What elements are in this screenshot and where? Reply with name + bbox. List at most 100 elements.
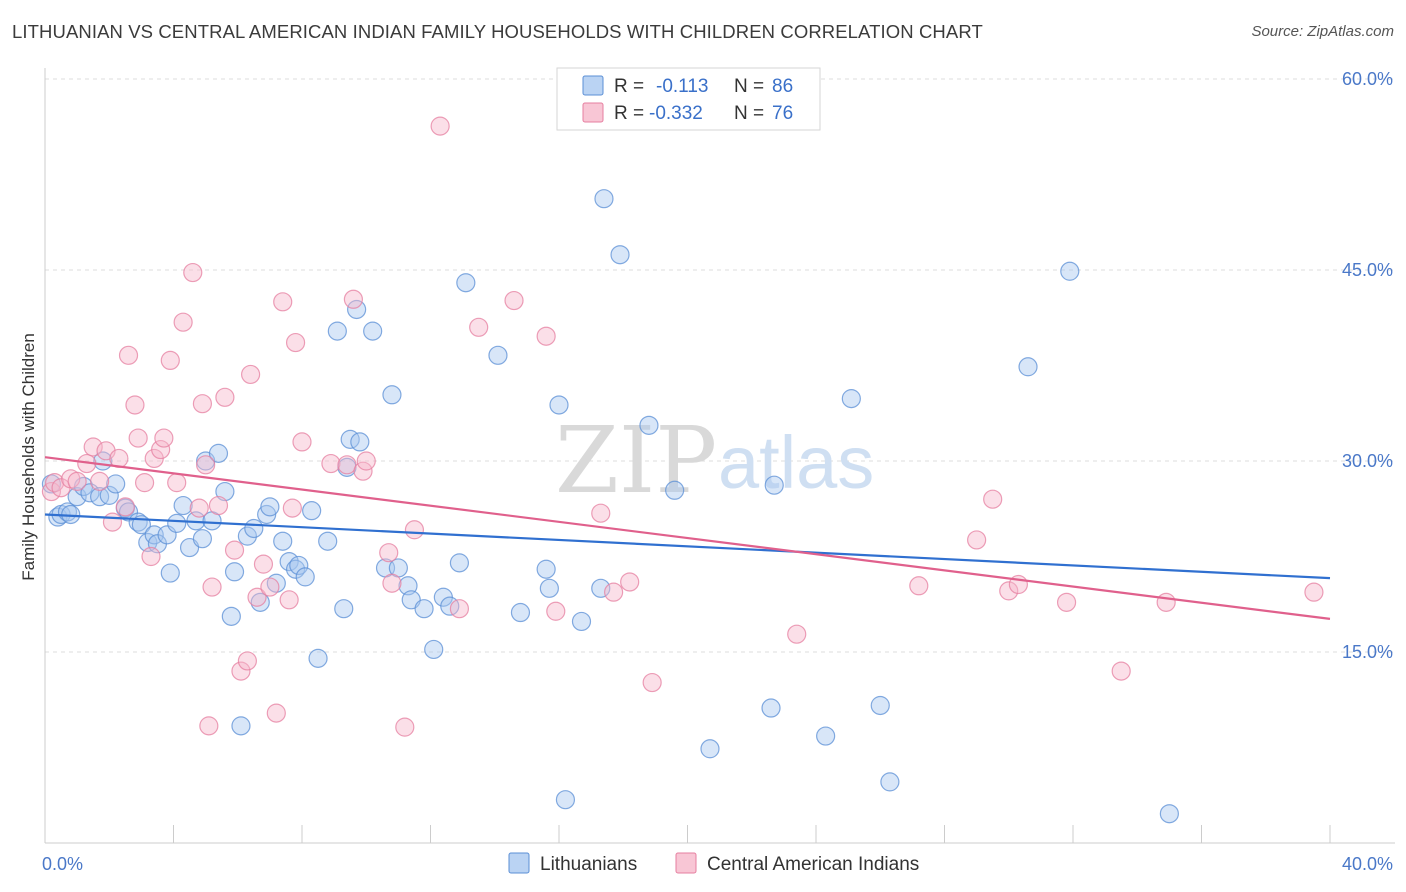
- point-central-american-indians: [604, 582, 624, 602]
- point-central-american-indians: [1056, 592, 1077, 612]
- point-central-american-indians: [449, 599, 470, 619]
- point-lithuanians: [334, 599, 354, 619]
- point-central-american-indians: [173, 312, 193, 332]
- point-lithuanians: [591, 578, 611, 598]
- point-lithuanians: [488, 345, 508, 365]
- point-central-american-indians: [504, 290, 524, 311]
- legend-n-label: N =: [734, 103, 764, 124]
- point-central-american-indians: [125, 395, 145, 415]
- point-central-american-indians: [183, 262, 203, 283]
- point-central-american-indians: [1156, 592, 1176, 612]
- point-central-american-indians: [202, 577, 222, 597]
- point-central-american-indians: [1304, 582, 1324, 602]
- point-lithuanians: [363, 321, 383, 341]
- point-central-american-indians: [787, 624, 807, 644]
- trend-line-central-american-indians: [44, 456, 1331, 620]
- chart-title: LITHUANIAN VS CENTRAL AMERICAN INDIAN FA…: [12, 21, 983, 42]
- point-central-american-indians: [167, 473, 187, 493]
- point-lithuanians: [665, 480, 685, 500]
- point-lithuanians: [816, 726, 836, 746]
- point-central-american-indians: [337, 455, 357, 475]
- source-credit: Source: ZipAtlas.com: [1251, 23, 1394, 40]
- point-lithuanians: [350, 432, 370, 452]
- series-label-central-american-indians: Central American Indians: [707, 854, 919, 875]
- point-central-american-indians: [247, 587, 267, 607]
- point-lithuanians: [99, 485, 119, 505]
- point-central-american-indians: [620, 572, 640, 592]
- point-lithuanians: [449, 553, 470, 573]
- point-lithuanians: [1018, 357, 1038, 377]
- point-lithuanians: [237, 526, 257, 546]
- point-lithuanians: [700, 739, 720, 759]
- point-lithuanians: [761, 698, 781, 718]
- series-label-lithuanians: Lithuanians: [540, 854, 637, 875]
- point-central-american-indians: [90, 471, 110, 491]
- series-legend: Lithuanians Central American Indians: [508, 852, 919, 875]
- point-central-american-indians: [642, 672, 662, 693]
- watermark: ZIP atlas: [555, 407, 874, 514]
- point-lithuanians: [192, 529, 213, 549]
- point-lithuanians: [224, 562, 245, 582]
- point-lithuanians: [118, 502, 139, 522]
- point-central-american-indians: [999, 581, 1019, 601]
- point-lithuanians: [424, 639, 444, 660]
- series-swatch-central-american-indians: [675, 852, 697, 874]
- y-axis-title: Family Households with Children: [19, 333, 38, 581]
- point-central-american-indians: [356, 451, 376, 471]
- point-lithuanians: [90, 487, 110, 507]
- legend-swatch-blue: [582, 75, 604, 96]
- point-lithuanians: [610, 245, 630, 265]
- point-central-american-indians: [199, 716, 219, 736]
- point-lithuanians: [880, 772, 900, 792]
- point-central-american-indians: [141, 546, 161, 567]
- point-central-american-indians: [430, 116, 450, 136]
- point-lithuanians: [549, 395, 569, 415]
- legend-n-value-blue: 86: [772, 76, 793, 97]
- point-lithuanians: [536, 559, 556, 579]
- point-lithuanians: [594, 189, 614, 209]
- trend-lines: [44, 456, 1331, 620]
- point-lithuanians: [308, 648, 328, 668]
- point-lithuanians: [318, 531, 338, 551]
- x-tick-label-max: 40.0%: [1342, 854, 1393, 874]
- x-tick-label-min: 0.0%: [42, 854, 83, 874]
- y-tick-label: 15.0%: [1342, 642, 1393, 662]
- point-lithuanians: [160, 563, 180, 583]
- legend-swatch-pink: [582, 102, 604, 123]
- point-lithuanians: [1159, 804, 1179, 824]
- point-lithuanians: [244, 518, 264, 539]
- point-lithuanians: [382, 385, 402, 405]
- point-central-american-indians: [382, 573, 402, 593]
- point-central-american-indians: [266, 703, 286, 723]
- point-central-american-indians: [282, 498, 302, 518]
- point-central-american-indians: [591, 503, 611, 523]
- point-lithuanians: [41, 474, 62, 494]
- y-tick-label: 45.0%: [1342, 260, 1393, 280]
- point-lithuanians: [1060, 261, 1080, 281]
- watermark-atlas: atlas: [718, 421, 874, 504]
- point-central-american-indians: [273, 292, 293, 312]
- point-central-american-indians: [237, 651, 257, 671]
- point-central-american-indians: [983, 489, 1003, 509]
- point-central-american-indians: [192, 394, 213, 414]
- y-tick-label: 60.0%: [1342, 69, 1393, 89]
- point-central-american-indians: [546, 601, 566, 621]
- point-lithuanians: [764, 475, 784, 495]
- point-central-american-indians: [1111, 661, 1131, 681]
- point-lithuanians: [302, 501, 322, 521]
- point-lithuanians: [414, 599, 434, 619]
- point-central-american-indians: [154, 428, 174, 448]
- point-lithuanians: [173, 495, 193, 516]
- point-central-american-indians: [404, 520, 425, 540]
- point-lithuanians: [841, 389, 861, 409]
- point-central-american-indians: [208, 495, 229, 516]
- y-tick-label: 30.0%: [1342, 451, 1393, 471]
- point-lithuanians: [571, 611, 592, 632]
- point-lithuanians: [167, 513, 187, 533]
- point-central-american-indians: [151, 439, 171, 460]
- point-central-american-indians: [241, 364, 261, 385]
- point-lithuanians: [106, 474, 126, 494]
- point-lithuanians: [215, 481, 235, 502]
- point-lithuanians: [67, 487, 87, 507]
